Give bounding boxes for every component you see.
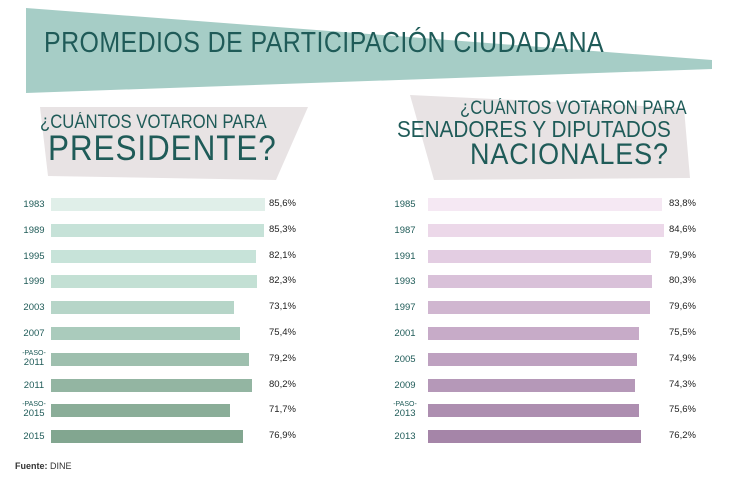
bar: [51, 352, 249, 366]
value-label: 85,6%: [269, 198, 296, 209]
value-label: 71,7%: [269, 404, 296, 416]
bar: [51, 327, 240, 340]
year-label: 1995: [23, 250, 45, 262]
bar: [428, 430, 641, 444]
left-subtitle-line2: PRESIDENTE?: [48, 129, 277, 168]
year-label: 1985: [394, 199, 416, 210]
year-label: 1993: [394, 276, 416, 288]
value-label: 83,8%: [669, 198, 696, 209]
value-label: 80,3%: [669, 275, 696, 287]
left-subtitle-line1: ¿CUÁNTOS VOTARON PARA: [40, 112, 267, 133]
bar: [428, 378, 636, 392]
bar: [51, 301, 234, 315]
bar: [51, 198, 265, 211]
bar: [428, 404, 640, 418]
year-label: 2011: [23, 379, 45, 391]
year-label: 1997: [394, 302, 416, 314]
year-label: 2007: [23, 328, 45, 339]
source-label: Fuente:: [15, 461, 48, 471]
bar: [51, 404, 231, 418]
bar: [428, 198, 662, 211]
bar: [428, 275, 653, 289]
value-label: 76,2%: [669, 430, 696, 442]
value-label: 79,9%: [669, 249, 696, 261]
year-label: -PASO- 2011: [22, 349, 46, 368]
bar: [428, 223, 665, 237]
right-subtitle-line3: NACIONALES?: [470, 138, 669, 171]
year-label: 1989: [23, 224, 45, 236]
bar: [428, 352, 638, 366]
year-label: 2005: [394, 353, 416, 365]
value-label: 85,3%: [269, 223, 296, 235]
value-label: 82,3%: [269, 275, 296, 287]
value-label: 75,5%: [669, 327, 696, 338]
value-label: 75,4%: [269, 327, 296, 338]
source-value: DINE: [50, 461, 72, 471]
value-label: 80,2%: [269, 378, 296, 390]
value-label: 73,1%: [269, 301, 296, 313]
year-label: 2015: [23, 431, 45, 443]
value-label: 74,9%: [669, 352, 696, 364]
year-label: -PASO- 2015: [22, 401, 46, 420]
value-label: 75,6%: [669, 404, 696, 416]
value-label: 84,6%: [669, 223, 696, 235]
bar: [51, 249, 257, 263]
year-label: 1987: [394, 224, 416, 236]
bar: [428, 249, 652, 263]
year-label: -PASO- 2013: [393, 401, 417, 420]
bar: [51, 223, 265, 237]
year-label: 1999: [23, 276, 45, 288]
right-subtitle-line2: SENADORES Y DIPUTADOS: [397, 116, 671, 142]
right-subtitle-line1: ¿CUÁNTOS VOTARON PARA: [460, 98, 687, 119]
year-label: 2009: [394, 379, 416, 391]
year-label: 2003: [23, 302, 45, 314]
bar: [428, 327, 639, 340]
bar: [51, 275, 257, 289]
value-label: 76,9%: [269, 430, 296, 442]
year-label: 2001: [394, 328, 416, 339]
year-label: 2013: [394, 431, 416, 443]
page-title: PROMEDIOS DE PARTICIPACIÓN CIUDADANA: [44, 27, 605, 59]
year-label: 1991: [394, 250, 416, 262]
value-label: 82,1%: [269, 249, 296, 261]
bar: [51, 430, 244, 444]
value-label: 79,6%: [669, 301, 696, 313]
year-label: 1983: [23, 199, 45, 210]
value-label: 74,3%: [669, 378, 696, 390]
bar: [428, 301, 651, 315]
value-label: 79,2%: [269, 352, 296, 364]
bar: [51, 378, 252, 392]
source-note: Fuente: DINE: [15, 461, 72, 471]
